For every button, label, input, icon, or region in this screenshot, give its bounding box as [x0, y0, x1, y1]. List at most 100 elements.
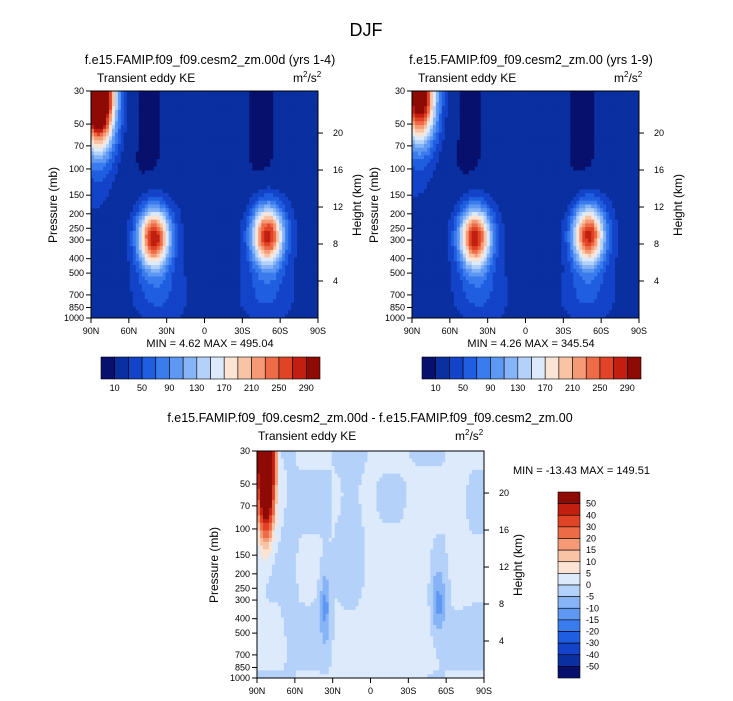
contour-cell	[207, 113, 211, 118]
contour-cell	[120, 159, 125, 164]
contour-cell	[91, 238, 95, 243]
contour-cell	[237, 230, 241, 236]
contour-cell	[111, 295, 116, 300]
contour-cell	[156, 140, 161, 145]
contour-cell	[312, 314, 316, 319]
contour-cell	[270, 265, 274, 270]
contour-cell	[306, 143, 310, 149]
contour-cell	[219, 91, 223, 96]
contour-cell	[552, 94, 556, 99]
contour-cell	[303, 249, 307, 255]
contour-cell	[156, 287, 161, 292]
contour-cell	[150, 219, 155, 224]
contour-cell	[492, 91, 497, 96]
contour-cell	[300, 155, 304, 160]
contour-cell	[225, 249, 229, 255]
contour-cell	[168, 102, 173, 107]
contour-cell	[294, 208, 298, 213]
contour-cell	[141, 208, 146, 213]
contour-cell	[255, 106, 259, 111]
contour-cell	[309, 128, 313, 134]
contour-cell	[213, 155, 217, 160]
contour-cell	[270, 234, 274, 239]
contour-cell	[177, 253, 182, 258]
contour-cell	[168, 280, 173, 285]
contour-cell	[171, 265, 176, 270]
contour-cell	[300, 234, 304, 239]
contour-cell	[192, 189, 196, 194]
contour-cell	[126, 261, 131, 266]
contour-cell	[126, 125, 131, 130]
contour-cell	[255, 287, 259, 292]
contour-cell	[282, 223, 286, 228]
contour-cell	[114, 215, 119, 221]
contour-cell	[93, 295, 98, 300]
contour-cell	[135, 117, 140, 122]
contour-cell	[195, 204, 199, 209]
contour-cell	[165, 193, 170, 198]
contour-cell	[138, 106, 143, 111]
contour-cell	[306, 121, 310, 126]
contour-cell	[91, 193, 95, 198]
contour-cell	[252, 166, 256, 171]
contour-cell	[201, 91, 205, 96]
contour-cell	[240, 272, 244, 277]
colorbar-label: 10	[110, 383, 120, 393]
contour-cell	[234, 132, 238, 137]
contour-cell	[237, 178, 241, 183]
contour-cell	[180, 314, 184, 319]
contour-cell	[315, 265, 319, 270]
contour-cell	[282, 151, 286, 156]
contour-cell	[279, 117, 283, 122]
contour-cell	[624, 91, 628, 96]
contour-cell	[453, 91, 458, 96]
contour-cell	[180, 276, 184, 281]
contour-cell	[159, 299, 164, 304]
contour-cell	[111, 208, 116, 213]
contour-cell	[117, 242, 122, 247]
contour-cell	[192, 121, 196, 126]
contour-cell	[315, 113, 319, 118]
contour-cell	[99, 155, 104, 160]
contour-cell	[225, 166, 229, 171]
contour-cell	[216, 257, 220, 262]
contour-cell	[141, 306, 146, 311]
contour-cell	[108, 128, 113, 134]
contour-cell	[201, 238, 205, 243]
contour-cell	[303, 230, 307, 236]
contour-cell	[276, 276, 280, 281]
contour-cell	[255, 212, 259, 217]
contour-cell	[252, 227, 256, 232]
contour-cell	[312, 268, 316, 273]
contour-cell	[252, 291, 256, 296]
contour-cell	[300, 291, 304, 296]
contour-cell	[168, 178, 173, 183]
contour-cell	[99, 283, 104, 289]
contour-cell	[144, 102, 149, 107]
contour-cell	[225, 223, 229, 228]
contour-cell	[117, 234, 122, 239]
contour-cell	[177, 106, 182, 111]
contour-cell	[198, 283, 202, 289]
contour-cell	[228, 109, 232, 115]
contour-cell	[273, 310, 277, 315]
contour-cell	[315, 121, 319, 126]
contour-cell	[261, 174, 265, 179]
contour-cell	[297, 238, 301, 243]
contour-cell	[99, 268, 104, 273]
contour-cell	[132, 181, 137, 186]
contour-cell	[273, 234, 277, 239]
contour-cell	[129, 219, 134, 224]
contour-cell	[261, 246, 265, 251]
contour-cell	[91, 121, 95, 126]
contour-cell	[192, 287, 196, 292]
contour-cell	[91, 249, 95, 255]
contour-cell	[150, 121, 155, 126]
contour-cell	[315, 306, 319, 311]
contour-cell	[255, 174, 259, 179]
contour-cell	[93, 162, 98, 168]
contour-cell	[228, 253, 232, 258]
contour-cell	[312, 147, 316, 152]
contour-cell	[240, 136, 244, 141]
contour-cell	[252, 181, 256, 186]
